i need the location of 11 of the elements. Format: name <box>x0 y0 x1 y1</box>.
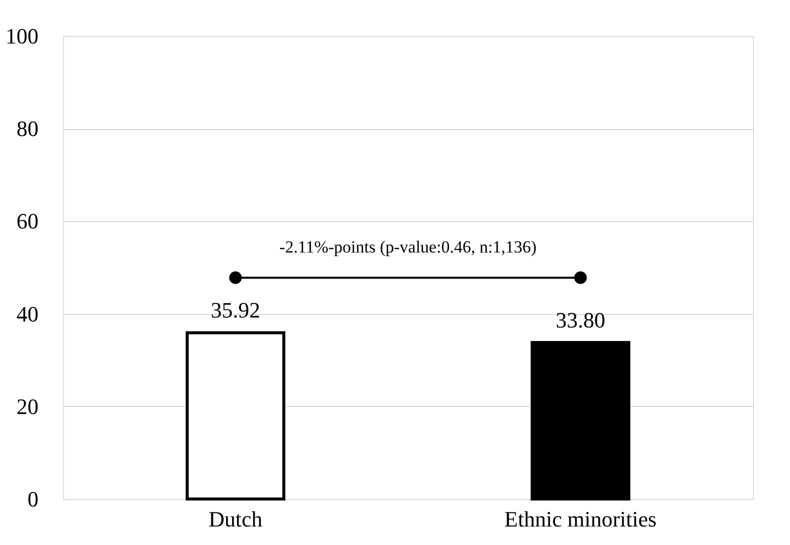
data-label: 35.92 <box>210 298 260 323</box>
y-tick-label: 100 <box>6 24 38 48</box>
x-tick-label: Ethnic minorities <box>504 506 657 532</box>
x-tick-label: Dutch <box>208 506 262 532</box>
annotation: -2.11%-points (p-value:0.46, n:1,136) <box>279 238 537 257</box>
data-label: 33.80 <box>556 308 606 333</box>
y-tick-label: 0 <box>28 486 38 512</box>
y-tick-label: 20 <box>16 394 38 419</box>
y-tick-label: 80 <box>16 116 38 142</box>
y-tick-label: 40 <box>16 301 38 326</box>
y-tick-label: 60 <box>16 208 38 234</box>
